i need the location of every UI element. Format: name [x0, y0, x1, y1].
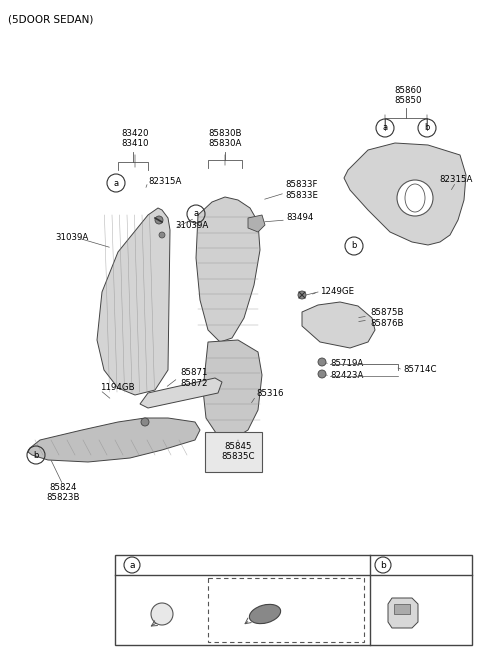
Text: 82315A: 82315A — [439, 176, 473, 184]
Text: 85719A: 85719A — [330, 359, 363, 369]
Circle shape — [318, 358, 326, 366]
Text: 85875B
85876B: 85875B 85876B — [370, 308, 404, 328]
Polygon shape — [344, 143, 466, 245]
Polygon shape — [302, 302, 375, 348]
Polygon shape — [248, 215, 265, 232]
Circle shape — [151, 603, 173, 625]
Text: b: b — [351, 241, 357, 251]
Text: 31039A: 31039A — [55, 234, 88, 243]
Text: 1249GE: 1249GE — [320, 287, 354, 297]
Circle shape — [141, 418, 149, 426]
Polygon shape — [205, 432, 262, 472]
Text: X86663C
X86653B: X86663C X86653B — [130, 591, 169, 611]
Text: 85860
85850: 85860 85850 — [394, 85, 422, 105]
Text: 85824
85823B: 85824 85823B — [46, 483, 80, 502]
Circle shape — [155, 216, 163, 224]
Text: 85871
85872: 85871 85872 — [180, 368, 207, 388]
Text: b: b — [424, 123, 430, 133]
Circle shape — [318, 370, 326, 378]
Text: a: a — [193, 209, 199, 218]
Text: 85714C: 85714C — [403, 365, 436, 375]
Polygon shape — [140, 378, 222, 408]
Text: 85845
85835C: 85845 85835C — [221, 442, 255, 461]
Text: 85830B
85830A: 85830B 85830A — [208, 129, 242, 148]
Polygon shape — [388, 598, 418, 628]
Circle shape — [159, 232, 165, 238]
Text: 83420
83410: 83420 83410 — [121, 129, 149, 148]
Text: b: b — [33, 451, 39, 459]
Text: 85833F
85833E: 85833F 85833E — [285, 180, 318, 199]
Polygon shape — [203, 340, 262, 438]
Bar — [394, 604, 410, 614]
Bar — [115, 555, 472, 645]
Text: 83494: 83494 — [286, 213, 313, 222]
Text: 1194GB: 1194GB — [100, 384, 134, 392]
Bar — [208, 578, 364, 642]
Text: b: b — [380, 560, 386, 569]
Text: 82315A: 82315A — [148, 178, 181, 186]
Text: a: a — [129, 560, 135, 569]
Text: a: a — [383, 123, 387, 133]
Text: a: a — [113, 178, 119, 188]
Text: (5DOOR SEDAN): (5DOOR SEDAN) — [8, 14, 94, 24]
Text: 82423A: 82423A — [330, 371, 363, 380]
Polygon shape — [97, 208, 170, 395]
Polygon shape — [28, 418, 200, 462]
Circle shape — [298, 291, 306, 299]
Polygon shape — [196, 197, 260, 342]
Text: 85316: 85316 — [256, 388, 284, 398]
Text: 31039A: 31039A — [175, 220, 208, 230]
Text: (W/CURTAIN AIR BAG):: (W/CURTAIN AIR BAG): — [212, 575, 306, 584]
Ellipse shape — [250, 604, 281, 624]
Text: 85832R
85832: 85832R 85832 — [302, 598, 336, 618]
Text: 85858C: 85858C — [403, 560, 437, 569]
Circle shape — [397, 180, 433, 216]
